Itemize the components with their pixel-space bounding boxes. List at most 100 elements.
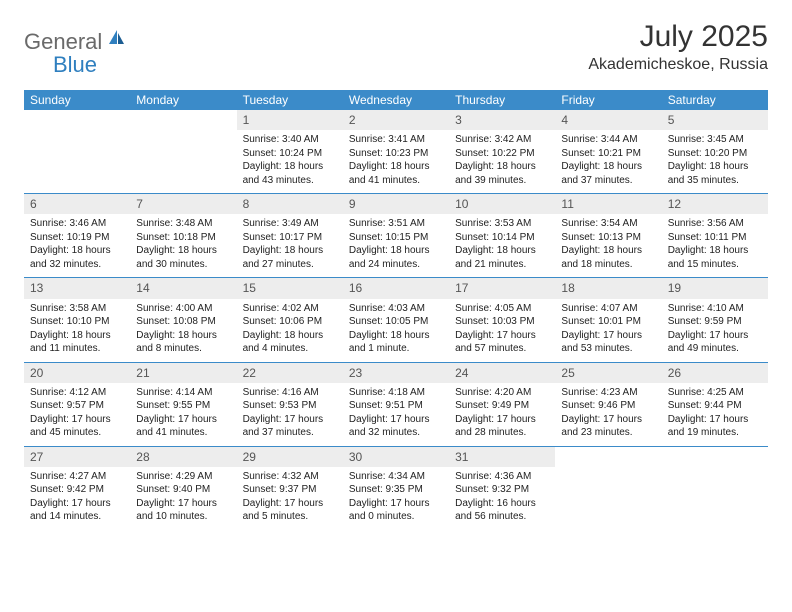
sunset-line: Sunset: 10:14 PM — [455, 231, 549, 245]
day-details: Sunrise: 4:34 AMSunset: 9:35 PMDaylight:… — [343, 467, 449, 530]
day-header: Saturday — [662, 90, 768, 110]
day-number: 28 — [130, 447, 236, 467]
day-details: Sunrise: 4:16 AMSunset: 9:53 PMDaylight:… — [237, 383, 343, 446]
daylight-line: Daylight: 18 hours and 37 minutes. — [561, 160, 655, 187]
calendar-cell: 24Sunrise: 4:20 AMSunset: 9:49 PMDayligh… — [449, 363, 555, 446]
sunrise-line: Sunrise: 3:46 AM — [30, 217, 124, 231]
day-header: Tuesday — [237, 90, 343, 110]
calendar: SundayMondayTuesdayWednesdayThursdayFrid… — [24, 90, 768, 530]
day-details: Sunrise: 4:23 AMSunset: 9:46 PMDaylight:… — [555, 383, 661, 446]
daylight-line: Daylight: 17 hours and 45 minutes. — [30, 413, 124, 440]
day-details: Sunrise: 3:58 AMSunset: 10:10 PMDaylight… — [24, 299, 130, 362]
daylight-line: Daylight: 18 hours and 27 minutes. — [243, 244, 337, 271]
day-number: 19 — [662, 278, 768, 298]
daylight-line: Daylight: 18 hours and 8 minutes. — [136, 329, 230, 356]
sunset-line: Sunset: 10:11 PM — [668, 231, 762, 245]
day-details: Sunrise: 4:07 AMSunset: 10:01 PMDaylight… — [555, 299, 661, 362]
calendar-cell: 17Sunrise: 4:05 AMSunset: 10:03 PMDaylig… — [449, 278, 555, 361]
day-number — [555, 447, 661, 467]
day-number: 26 — [662, 363, 768, 383]
sunrise-line: Sunrise: 4:29 AM — [136, 470, 230, 484]
day-number: 31 — [449, 447, 555, 467]
sunset-line: Sunset: 9:32 PM — [455, 483, 549, 497]
daylight-line: Daylight: 18 hours and 30 minutes. — [136, 244, 230, 271]
day-details: Sunrise: 4:29 AMSunset: 9:40 PMDaylight:… — [130, 467, 236, 530]
sunrise-line: Sunrise: 3:44 AM — [561, 133, 655, 147]
sunrise-line: Sunrise: 3:49 AM — [243, 217, 337, 231]
calendar-week: 27Sunrise: 4:27 AMSunset: 9:42 PMDayligh… — [24, 447, 768, 530]
day-details: Sunrise: 3:41 AMSunset: 10:23 PMDaylight… — [343, 130, 449, 193]
daylight-line: Daylight: 17 hours and 23 minutes. — [561, 413, 655, 440]
day-number: 15 — [237, 278, 343, 298]
day-details: Sunrise: 4:03 AMSunset: 10:05 PMDaylight… — [343, 299, 449, 362]
title-block: July 2025 Akademicheskoe, Russia — [588, 20, 768, 74]
day-details: Sunrise: 4:12 AMSunset: 9:57 PMDaylight:… — [24, 383, 130, 446]
sunset-line: Sunset: 10:17 PM — [243, 231, 337, 245]
calendar-week: 6Sunrise: 3:46 AMSunset: 10:19 PMDayligh… — [24, 194, 768, 278]
day-headers-row: SundayMondayTuesdayWednesdayThursdayFrid… — [24, 90, 768, 110]
calendar-cell: 13Sunrise: 3:58 AMSunset: 10:10 PMDaylig… — [24, 278, 130, 361]
sunrise-line: Sunrise: 4:23 AM — [561, 386, 655, 400]
calendar-cell: 31Sunrise: 4:36 AMSunset: 9:32 PMDayligh… — [449, 447, 555, 530]
daylight-line: Daylight: 17 hours and 37 minutes. — [243, 413, 337, 440]
sunrise-line: Sunrise: 4:18 AM — [349, 386, 443, 400]
daylight-line: Daylight: 17 hours and 0 minutes. — [349, 497, 443, 524]
day-details: Sunrise: 4:27 AMSunset: 9:42 PMDaylight:… — [24, 467, 130, 530]
sunset-line: Sunset: 10:13 PM — [561, 231, 655, 245]
daylight-line: Daylight: 17 hours and 14 minutes. — [30, 497, 124, 524]
calendar-cell: 1Sunrise: 3:40 AMSunset: 10:24 PMDayligh… — [237, 110, 343, 193]
calendar-cell: 15Sunrise: 4:02 AMSunset: 10:06 PMDaylig… — [237, 278, 343, 361]
sunrise-line: Sunrise: 3:45 AM — [668, 133, 762, 147]
sunset-line: Sunset: 10:22 PM — [455, 147, 549, 161]
sunset-line: Sunset: 9:46 PM — [561, 399, 655, 413]
day-details: Sunrise: 3:51 AMSunset: 10:15 PMDaylight… — [343, 214, 449, 277]
day-details: Sunrise: 3:40 AMSunset: 10:24 PMDaylight… — [237, 130, 343, 193]
day-details: Sunrise: 4:25 AMSunset: 9:44 PMDaylight:… — [662, 383, 768, 446]
page-header: General July 2025 Akademicheskoe, Russia — [24, 20, 768, 74]
sunset-line: Sunset: 10:19 PM — [30, 231, 124, 245]
day-details: Sunrise: 3:44 AMSunset: 10:21 PMDaylight… — [555, 130, 661, 193]
daylight-line: Daylight: 18 hours and 4 minutes. — [243, 329, 337, 356]
day-details: Sunrise: 3:49 AMSunset: 10:17 PMDaylight… — [237, 214, 343, 277]
calendar-week: 1Sunrise: 3:40 AMSunset: 10:24 PMDayligh… — [24, 110, 768, 194]
day-details: Sunrise: 4:14 AMSunset: 9:55 PMDaylight:… — [130, 383, 236, 446]
sunrise-line: Sunrise: 3:56 AM — [668, 217, 762, 231]
calendar-cell: 23Sunrise: 4:18 AMSunset: 9:51 PMDayligh… — [343, 363, 449, 446]
sunset-line: Sunset: 10:24 PM — [243, 147, 337, 161]
daylight-line: Daylight: 17 hours and 28 minutes. — [455, 413, 549, 440]
daylight-line: Daylight: 18 hours and 11 minutes. — [30, 329, 124, 356]
calendar-cell: 3Sunrise: 3:42 AMSunset: 10:22 PMDayligh… — [449, 110, 555, 193]
sunrise-line: Sunrise: 4:05 AM — [455, 302, 549, 316]
sunrise-line: Sunrise: 4:03 AM — [349, 302, 443, 316]
daylight-line: Daylight: 18 hours and 15 minutes. — [668, 244, 762, 271]
day-number: 30 — [343, 447, 449, 467]
day-number: 27 — [24, 447, 130, 467]
calendar-cell: 28Sunrise: 4:29 AMSunset: 9:40 PMDayligh… — [130, 447, 236, 530]
day-number: 3 — [449, 110, 555, 130]
sunset-line: Sunset: 9:59 PM — [668, 315, 762, 329]
day-number: 21 — [130, 363, 236, 383]
day-number — [24, 110, 130, 130]
sunrise-line: Sunrise: 4:14 AM — [136, 386, 230, 400]
calendar-cell: 6Sunrise: 3:46 AMSunset: 10:19 PMDayligh… — [24, 194, 130, 277]
sunrise-line: Sunrise: 4:02 AM — [243, 302, 337, 316]
calendar-cell: 11Sunrise: 3:54 AMSunset: 10:13 PMDaylig… — [555, 194, 661, 277]
sunrise-line: Sunrise: 4:00 AM — [136, 302, 230, 316]
calendar-cell: 8Sunrise: 3:49 AMSunset: 10:17 PMDayligh… — [237, 194, 343, 277]
sunrise-line: Sunrise: 4:10 AM — [668, 302, 762, 316]
day-details: Sunrise: 3:46 AMSunset: 10:19 PMDaylight… — [24, 214, 130, 277]
calendar-cell: 7Sunrise: 3:48 AMSunset: 10:18 PMDayligh… — [130, 194, 236, 277]
day-number: 22 — [237, 363, 343, 383]
calendar-cell: 29Sunrise: 4:32 AMSunset: 9:37 PMDayligh… — [237, 447, 343, 530]
calendar-cell-empty — [662, 447, 768, 530]
calendar-cell: 21Sunrise: 4:14 AMSunset: 9:55 PMDayligh… — [130, 363, 236, 446]
daylight-line: Daylight: 17 hours and 49 minutes. — [668, 329, 762, 356]
daylight-line: Daylight: 17 hours and 32 minutes. — [349, 413, 443, 440]
location-label: Akademicheskoe, Russia — [588, 56, 768, 74]
calendar-week: 20Sunrise: 4:12 AMSunset: 9:57 PMDayligh… — [24, 363, 768, 447]
day-details: Sunrise: 4:05 AMSunset: 10:03 PMDaylight… — [449, 299, 555, 362]
day-number: 16 — [343, 278, 449, 298]
day-details: Sunrise: 4:00 AMSunset: 10:08 PMDaylight… — [130, 299, 236, 362]
sunset-line: Sunset: 9:51 PM — [349, 399, 443, 413]
sunset-line: Sunset: 10:18 PM — [136, 231, 230, 245]
